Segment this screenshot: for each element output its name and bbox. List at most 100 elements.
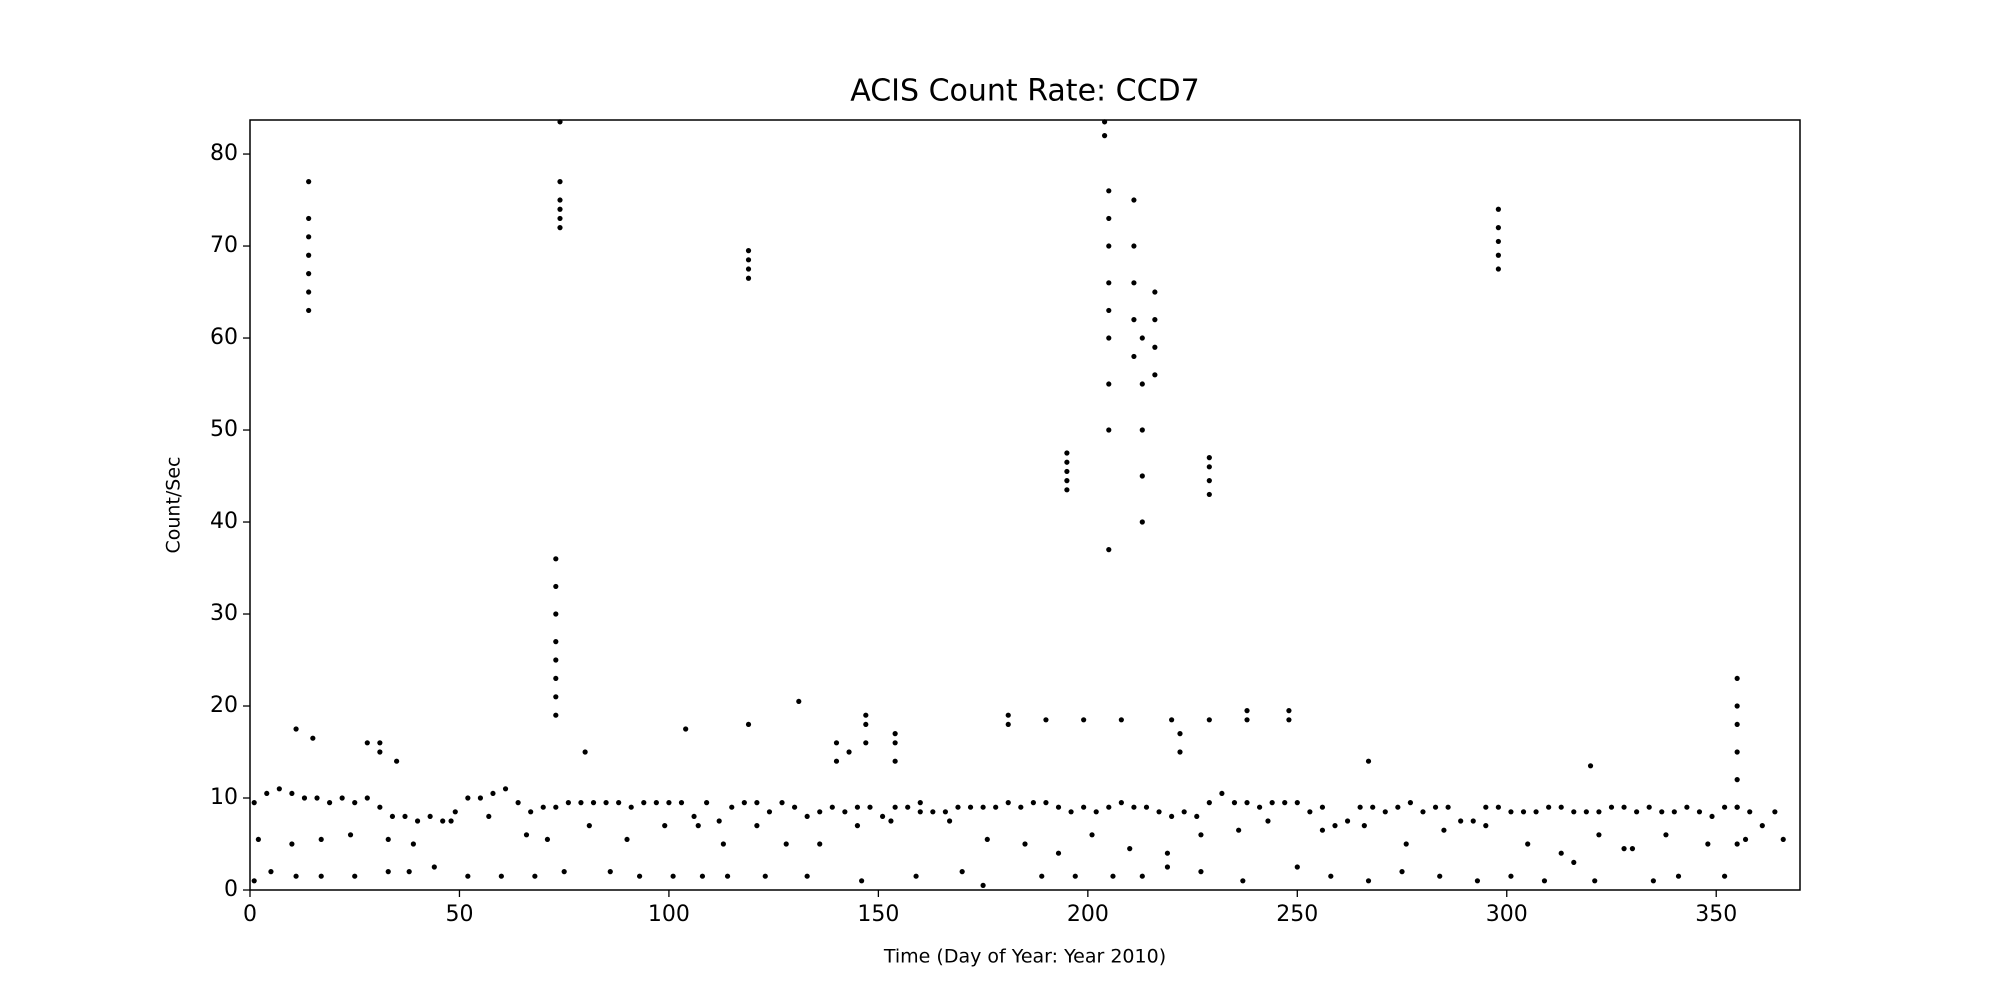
point	[1106, 243, 1112, 249]
point	[1621, 804, 1627, 810]
point	[1592, 878, 1598, 884]
point	[385, 836, 391, 843]
point	[1634, 809, 1640, 815]
point	[557, 206, 563, 212]
point	[1546, 804, 1552, 810]
point	[1282, 800, 1288, 806]
point	[745, 248, 752, 254]
point	[1072, 873, 1078, 879]
point	[1206, 455, 1212, 461]
point	[502, 786, 509, 792]
point	[636, 873, 643, 879]
point	[540, 804, 546, 810]
point	[1474, 878, 1481, 884]
point	[1106, 307, 1112, 314]
point	[1089, 832, 1095, 838]
point	[310, 735, 316, 741]
point	[804, 813, 810, 820]
point	[553, 583, 559, 590]
point	[967, 804, 974, 810]
point	[1734, 841, 1740, 847]
point	[414, 818, 421, 824]
point	[1403, 841, 1409, 847]
point	[1772, 809, 1778, 815]
point	[1696, 809, 1703, 815]
point	[251, 800, 257, 806]
point	[729, 804, 735, 810]
point	[406, 869, 412, 875]
point	[779, 800, 785, 806]
point	[582, 749, 588, 755]
point	[1307, 809, 1313, 815]
point	[1571, 859, 1577, 866]
point	[699, 873, 706, 879]
point	[754, 823, 760, 829]
point	[1344, 818, 1351, 824]
point	[1483, 823, 1489, 829]
point	[1286, 717, 1292, 723]
point	[867, 804, 873, 810]
point	[561, 869, 567, 875]
point	[477, 795, 484, 801]
point	[486, 813, 492, 820]
point	[1533, 809, 1539, 815]
point	[879, 813, 886, 820]
point	[1240, 878, 1246, 884]
point	[352, 873, 358, 879]
point	[318, 836, 324, 843]
y-tick-label: 70	[210, 233, 238, 258]
point	[1206, 800, 1212, 806]
point	[1370, 804, 1376, 810]
point	[1152, 344, 1158, 350]
point	[1650, 878, 1656, 884]
y-tick-label: 80	[210, 141, 238, 166]
point	[1395, 804, 1401, 810]
point	[1106, 381, 1112, 387]
point	[1064, 450, 1070, 456]
point	[1005, 721, 1011, 728]
point	[1064, 468, 1070, 475]
point	[1675, 873, 1682, 879]
point	[754, 800, 760, 806]
point	[1495, 238, 1501, 245]
point	[955, 804, 961, 810]
chart-title: ACIS Count Rate: CCD7	[850, 74, 1200, 109]
point	[1286, 708, 1292, 714]
point	[1608, 804, 1615, 810]
point	[888, 818, 894, 824]
point	[1206, 464, 1212, 470]
point	[1294, 800, 1300, 806]
point	[1177, 731, 1183, 737]
point	[465, 873, 471, 879]
point	[448, 818, 454, 824]
point	[607, 869, 613, 875]
point	[377, 740, 383, 746]
point	[1068, 809, 1074, 815]
point	[1596, 809, 1602, 815]
point	[1621, 846, 1627, 852]
point	[745, 257, 752, 263]
point	[1671, 809, 1677, 815]
point	[762, 873, 768, 879]
point	[1043, 800, 1049, 806]
point	[301, 795, 308, 801]
point	[347, 832, 354, 838]
point	[1064, 478, 1070, 484]
point	[1081, 717, 1087, 723]
point	[306, 271, 312, 277]
x-tick-label: 250	[1276, 902, 1318, 927]
point	[1437, 873, 1443, 879]
point	[410, 841, 416, 847]
y-tick-label: 50	[210, 417, 238, 442]
x-tick-label: 50	[445, 902, 473, 927]
point	[959, 869, 965, 875]
point	[695, 823, 701, 829]
x-tick-label: 350	[1695, 902, 1737, 927]
point	[553, 639, 559, 645]
point	[1319, 804, 1326, 810]
point	[892, 758, 898, 764]
point	[1164, 850, 1171, 856]
point	[352, 800, 358, 806]
point	[1445, 804, 1451, 810]
